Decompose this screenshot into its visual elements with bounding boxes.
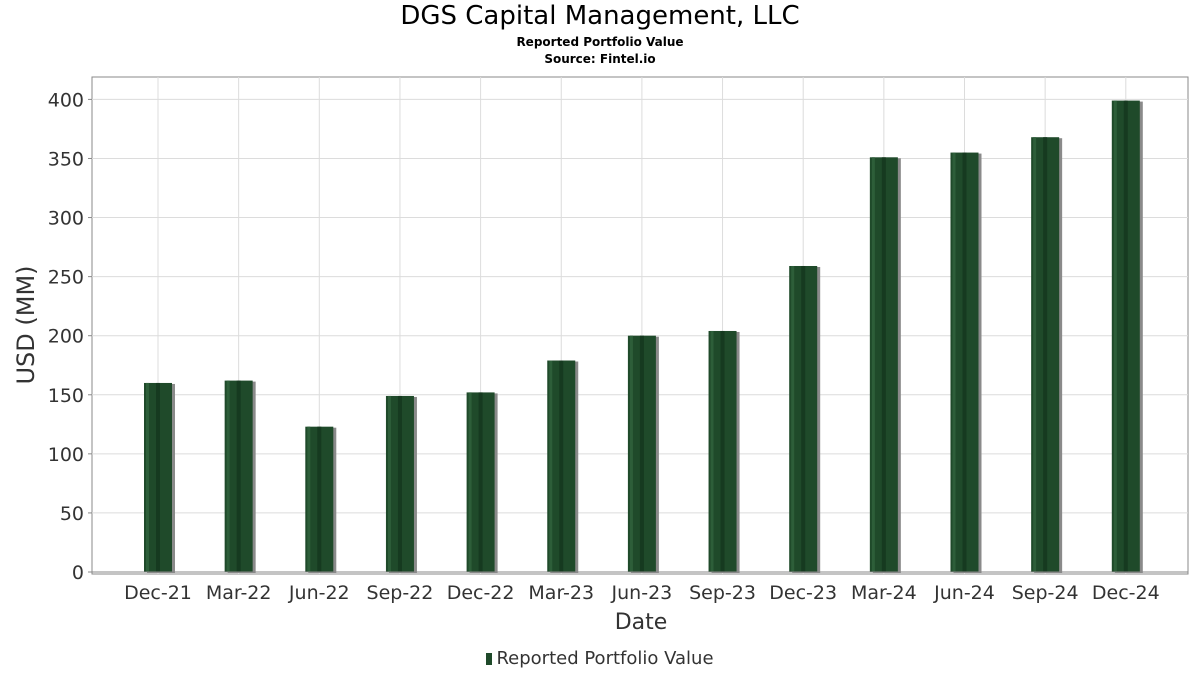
bar-center-stripe [962,152,967,572]
x-tick-label: Jun-24 [933,582,995,604]
bar-highlight [1113,100,1117,573]
x-tick-label: Jun-22 [288,582,350,604]
y-tick-label: 250 [48,267,84,289]
bar-highlight [629,335,633,572]
y-tick-label: 300 [48,208,84,230]
bar-highlight [952,152,956,572]
y-tick-label: 100 [48,444,84,466]
bar-center-stripe [720,330,725,572]
bar-center-stripe [639,335,644,572]
bar-highlight [549,360,553,572]
bar-highlight [710,330,714,572]
bar-highlight [468,392,472,572]
y-tick-label: 50 [60,503,84,525]
x-tick-label: Sep-22 [367,582,434,604]
bar-highlight [387,395,391,572]
y-tick-label: 0 [72,562,84,584]
legend-swatch [486,653,493,665]
bar-center-stripe [317,426,322,572]
bar-center-stripe [397,395,402,572]
x-tick-label: Dec-21 [124,582,192,604]
y-tick-label: 150 [48,385,84,407]
bar-center-stripe [478,392,483,572]
bar-center-stripe [881,157,886,572]
bar-center-stripe [801,265,806,572]
x-tick-label: Dec-22 [447,582,515,604]
x-tick-label: Dec-24 [1092,582,1160,604]
bar-highlight [307,426,311,572]
x-tick-label: Dec-23 [769,582,837,604]
x-tick-label: Mar-24 [851,582,917,604]
x-tick-label: Mar-23 [528,582,594,604]
x-tick-label: Mar-22 [206,582,272,604]
bar-highlight [146,382,149,572]
bar-center-stripe [156,382,160,572]
y-tick-label: 350 [48,148,84,170]
bar-center-stripe [236,380,241,572]
bar-highlight [871,157,875,572]
y-tick-label: 200 [48,326,84,348]
bar-center-stripe [1043,137,1048,572]
y-tick-label: 400 [48,89,84,111]
bar-highlight [226,380,230,572]
chart-title: DGS Capital Management, LLC [400,1,800,31]
x-tick-label: Sep-23 [689,582,756,604]
x-tick-label: Jun-23 [611,582,673,604]
bar-highlight [1033,137,1037,572]
legend: Reported Portfolio Value [0,648,1200,669]
bar-highlight [791,265,795,572]
x-axis-title: Date [615,610,668,635]
chart-source: Source: Fintel.io [544,52,656,66]
bar-center-stripe [559,360,564,572]
bar-center-stripe [1123,100,1128,573]
y-axis-title: USD (MM) [12,265,40,384]
x-tick-label: Sep-24 [1012,582,1079,604]
chart-subtitle: Reported Portfolio Value [516,35,684,49]
legend-label: Reported Portfolio Value [496,648,714,669]
